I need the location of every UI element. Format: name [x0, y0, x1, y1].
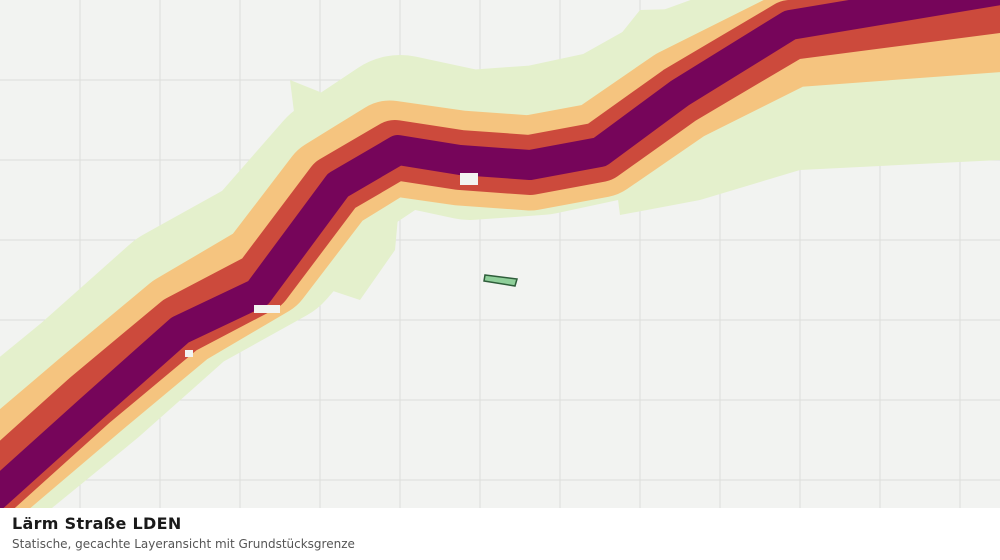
caption-bar: Lärm Straße LDEN Statische, gecachte Lay… — [0, 508, 1000, 560]
data-gap — [460, 173, 478, 185]
parcel-boundary[interactable] — [483, 274, 518, 287]
data-gap — [254, 305, 280, 313]
noise-map — [0, 0, 1000, 508]
data-gap — [185, 350, 193, 357]
noise-bands — [0, 0, 1000, 508]
layer-subtitle: Statische, gecachte Layeransicht mit Gru… — [12, 537, 355, 551]
noise-band-max — [0, 0, 1000, 508]
layer-title: Lärm Straße LDEN — [12, 514, 182, 533]
